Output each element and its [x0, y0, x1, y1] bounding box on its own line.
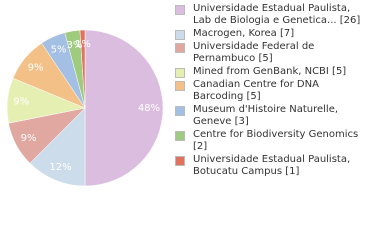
legend-item: Mined from GenBank, NCBI [5]: [175, 66, 365, 78]
slice-label: 9%: [28, 62, 44, 73]
legend-label: Universidade Federal de Pernambuco [5]: [193, 41, 315, 64]
legend-item: Macrogen, Korea [7]: [175, 28, 365, 40]
legend-item: Universidade Estadual Paulista, Botucatu…: [175, 154, 365, 178]
legend-swatch: [175, 156, 185, 166]
legend: Universidade Estadual Paulista, Lab de B…: [175, 3, 365, 179]
slice-label: 12%: [49, 162, 71, 173]
legend-label: Centre for Biodiversity Genomics [2]: [193, 129, 359, 152]
legend-item: Museum d'Histoire Naturelle, Geneve [3]: [175, 104, 365, 128]
pie-slice: [79, 29, 86, 109]
legend-swatch: [175, 131, 185, 141]
pie-slice: [84, 29, 164, 187]
legend-label: Mined from GenBank, NCBI [5]: [193, 66, 347, 77]
legend-item: Universidade Federal de Pernambuco [5]: [175, 41, 365, 65]
slice-label: 1%: [75, 39, 91, 50]
legend-swatch: [175, 81, 185, 91]
slice-label: 48%: [138, 103, 160, 114]
pie: 48% 12% 9% 9% 9% 5% 3%1%: [6, 29, 164, 187]
legend-item: Centre for Biodiversity Genomics [2]: [175, 129, 365, 153]
legend-swatch: [175, 68, 185, 78]
legend-item: Universidade Estadual Paulista, Lab de B…: [175, 3, 365, 27]
pie-slice: [29, 107, 86, 187]
legend-swatch: [175, 5, 185, 15]
slice-label: 9%: [13, 97, 29, 108]
legend-item: Canadian Centre for DNA Barcoding [5]: [175, 79, 365, 103]
slice-label: 9%: [21, 133, 37, 144]
legend-label: Canadian Centre for DNA Barcoding [5]: [193, 79, 319, 102]
slice-label: 5%: [51, 45, 67, 56]
legend-label: Macrogen, Korea [7]: [193, 28, 295, 39]
legend-label: Universidade Estadual Paulista, Botucatu…: [193, 154, 351, 177]
legend-swatch: [175, 106, 185, 116]
legend-label: Universidade Estadual Paulista, Lab de B…: [193, 3, 361, 26]
slice-label: 3%: [67, 40, 83, 51]
legend-swatch: [175, 43, 185, 53]
legend-label: Museum d'Histoire Naturelle, Geneve [3]: [193, 104, 339, 127]
legend-swatch: [175, 30, 185, 40]
